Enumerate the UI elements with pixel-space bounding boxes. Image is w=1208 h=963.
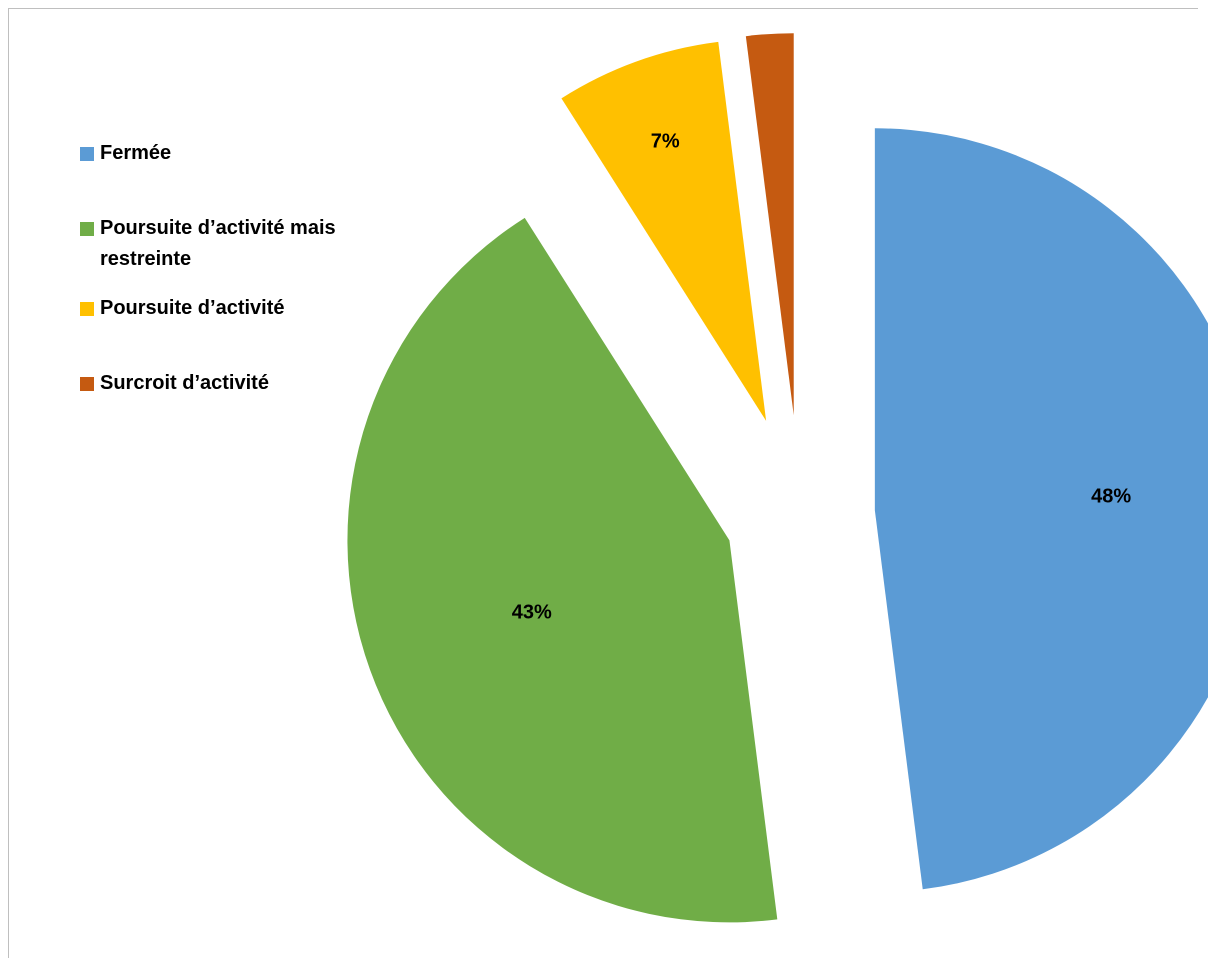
legend-item-2: Poursuite d’activité mais restreinte <box>80 217 420 275</box>
pie-slice-labels: 48%43%7%2% <box>512 131 1132 624</box>
slice-data-label-2: 43% <box>512 602 552 624</box>
pie-slice-3 <box>561 41 767 421</box>
legend-item-3: Poursuite d’activité <box>80 297 420 324</box>
legend-label: Poursuite d’activité mais restreinte <box>100 217 336 270</box>
legend-item-1: Fermée <box>80 142 420 169</box>
pie-slices <box>347 33 1208 923</box>
pie-slice-1 <box>874 128 1208 890</box>
slice-data-label-1: 48% <box>1091 485 1131 507</box>
legend-swatch <box>80 302 94 316</box>
legend-label: Fermée <box>100 142 172 164</box>
legend-swatch <box>80 377 94 391</box>
legend-swatch <box>80 222 94 236</box>
pie-slice-2 <box>347 217 778 923</box>
legend-label: Surcroit d’activité <box>100 372 269 394</box>
pie-slice-4 <box>745 33 794 416</box>
legend-item-4: Surcroit d’activité <box>80 372 420 399</box>
legend-swatch <box>80 147 94 161</box>
legend-label: Poursuite d’activité <box>100 297 285 319</box>
slice-data-label-3: 7% <box>651 131 680 153</box>
